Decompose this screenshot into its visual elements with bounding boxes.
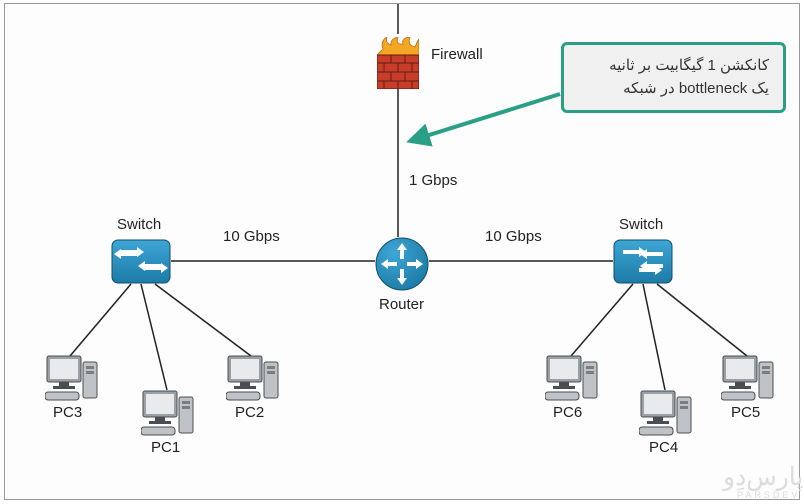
pc4-label: PC4 <box>649 439 678 456</box>
pc2-icon <box>226 354 281 402</box>
pc1-icon <box>141 389 196 437</box>
watermark-sub: PARSDEV <box>737 490 800 500</box>
edge-sr-pc4 <box>643 284 665 390</box>
pc5-icon <box>721 354 776 402</box>
switch-left-label: Switch <box>117 216 161 233</box>
diagram-frame: Firewall Router <box>4 3 800 500</box>
pc5-label: PC5 <box>731 404 760 421</box>
link-router-switchl: 10 Gbps <box>223 228 280 245</box>
firewall-icon <box>377 37 419 89</box>
router-icon <box>375 237 429 291</box>
switch-right-label: Switch <box>619 216 663 233</box>
router-label: Router <box>379 296 424 313</box>
callout-arrow <box>410 94 560 141</box>
callout-box: کانکشن 1 گیگابیت بر ثانیه یک bottleneck … <box>561 42 786 113</box>
pc4-icon <box>639 389 694 437</box>
pc3-icon <box>45 354 100 402</box>
pc1-label: PC1 <box>151 439 180 456</box>
callout-line2: یک bottleneck در شبکه <box>578 78 769 101</box>
edge-sr-pc6 <box>571 284 633 356</box>
edge-sl-pc2 <box>155 284 251 356</box>
link-router-switchr: 10 Gbps <box>485 228 542 245</box>
pc3-label: PC3 <box>53 404 82 421</box>
pc6-label: PC6 <box>553 404 582 421</box>
firewall-label: Firewall <box>431 46 483 63</box>
pc2-label: PC2 <box>235 404 264 421</box>
switch-left-icon <box>111 239 171 284</box>
edge-sl-pc3 <box>70 284 131 356</box>
switch-right-icon <box>613 239 673 284</box>
flames <box>377 37 419 55</box>
pc6-icon <box>545 354 600 402</box>
edge-sl-pc1 <box>141 284 167 390</box>
callout-line1: کانکشن 1 گیگابیت بر ثانیه <box>578 55 769 78</box>
link-firewall-router: 1 Gbps <box>409 172 457 189</box>
watermark-text: پارس‌دِو <box>723 462 803 492</box>
edge-sr-pc5 <box>657 284 747 356</box>
